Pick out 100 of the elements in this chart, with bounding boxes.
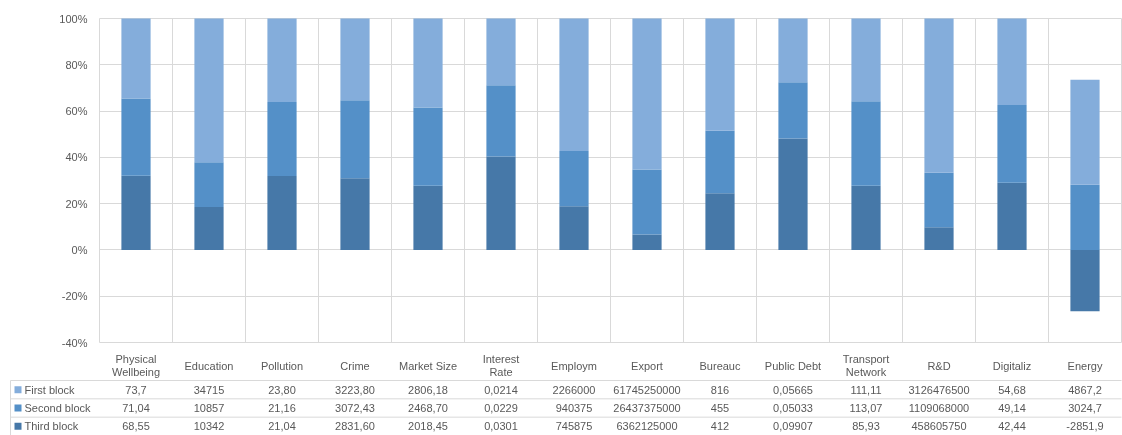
y-tick-label: -20%: [61, 290, 88, 303]
text: 34715: [193, 383, 225, 396]
bar: [778, 138, 808, 250]
x-tick-label: Transport Network: [842, 352, 890, 379]
text: 1109068000: [908, 402, 970, 414]
bar: [194, 207, 224, 250]
text: 10857: [193, 402, 225, 414]
text: 42,44: [998, 420, 1026, 433]
bar: [340, 100, 370, 179]
text: 85,93: [852, 420, 880, 433]
bar: [997, 182, 1027, 250]
bar: [924, 227, 954, 250]
text: 26437375000: [613, 402, 681, 414]
x-tick-label: Employm: [551, 359, 597, 372]
bar: [851, 18, 881, 102]
bar: [486, 156, 516, 250]
bar: [413, 107, 443, 186]
text: 61745250000: [613, 383, 681, 396]
bar: [997, 105, 1027, 183]
text: 0,0214: [484, 383, 518, 396]
bar: [632, 169, 662, 235]
bar: [267, 102, 297, 177]
bar: [632, 18, 662, 170]
bar: [340, 18, 370, 101]
text: 0,05033: [773, 402, 813, 414]
bar: [413, 18, 443, 108]
text: 3024,7: [1068, 402, 1102, 414]
text: 0,0301: [484, 420, 518, 433]
bar: [486, 85, 516, 157]
y-tick-label: 100%: [59, 12, 88, 25]
text: 816: [710, 383, 730, 396]
bar: [340, 178, 370, 250]
bar: [705, 193, 735, 250]
bar: [632, 234, 662, 250]
text: 21,04: [268, 420, 296, 433]
text: 71,04: [122, 402, 150, 414]
y-tick-label: 40%: [65, 151, 88, 164]
x-tick-label: Crime: [340, 359, 370, 372]
bar: [486, 18, 516, 86]
text: 458605750: [911, 420, 967, 433]
text: 745875: [555, 420, 593, 433]
text: 0,0229: [484, 402, 518, 414]
x-tick-label: Export: [631, 359, 663, 372]
text: 54,68: [998, 383, 1026, 396]
text: 113,07: [849, 402, 883, 414]
text: 2831,60: [335, 420, 375, 433]
x-tick-label: Energy: [1067, 359, 1103, 372]
bar: [924, 172, 954, 228]
bar: [705, 130, 735, 194]
bar: [413, 185, 443, 250]
text: 111,11: [850, 383, 882, 396]
y-tick-label: 60%: [65, 105, 88, 118]
text: 455: [710, 402, 730, 414]
text: 940375: [555, 402, 593, 414]
bar: [1070, 249, 1100, 312]
text: 2266000: [552, 383, 596, 396]
text: 49,14: [998, 402, 1026, 414]
text: 10342: [193, 420, 225, 433]
x-tick-label: Market Size: [398, 359, 458, 372]
bar: [121, 18, 151, 99]
text: 0,09907: [773, 420, 813, 433]
bar: [705, 18, 735, 131]
x-tick-label: R&D: [927, 359, 951, 372]
bar: [924, 18, 954, 173]
bar: [559, 206, 589, 250]
bar: [851, 185, 881, 250]
text: 21,16: [268, 402, 296, 414]
bar: [1070, 79, 1100, 185]
legend-label: Third block: [24, 420, 79, 433]
text: 3072,43: [335, 402, 375, 414]
y-tick-label: -40%: [61, 336, 88, 349]
text: 0,05665: [773, 383, 813, 396]
bar: [121, 175, 151, 250]
bar: [559, 151, 589, 207]
bar: [194, 162, 224, 208]
text: 3126476500: [908, 383, 970, 396]
text: 412: [710, 420, 730, 433]
legend-label: Second block: [24, 402, 92, 414]
text: 2806,18: [408, 383, 448, 396]
bar: [194, 18, 224, 163]
bar: [267, 18, 297, 103]
text: 73,7: [125, 383, 147, 396]
y-tick-label: 80%: [65, 58, 88, 71]
bar: [121, 98, 151, 176]
bar: [851, 101, 881, 186]
y-tick-label: 20%: [65, 197, 88, 210]
text: 4867,2: [1068, 383, 1102, 396]
x-tick-label: Education: [184, 359, 234, 372]
x-tick-label: Physical Wellbeing: [111, 352, 161, 379]
x-tick-label: Public Debt: [764, 359, 822, 372]
x-tick-label: Bureauc: [699, 359, 741, 372]
bar: [559, 18, 589, 152]
x-tick-label: Pollution: [260, 359, 304, 372]
text: 3223,80: [335, 383, 375, 396]
text: 2468,70: [408, 402, 448, 414]
text: 68,55: [122, 420, 150, 433]
text: 23,80: [268, 383, 296, 396]
bar: [1070, 184, 1100, 250]
text: 6362125000: [616, 420, 678, 433]
text: 2018,45: [408, 420, 448, 433]
